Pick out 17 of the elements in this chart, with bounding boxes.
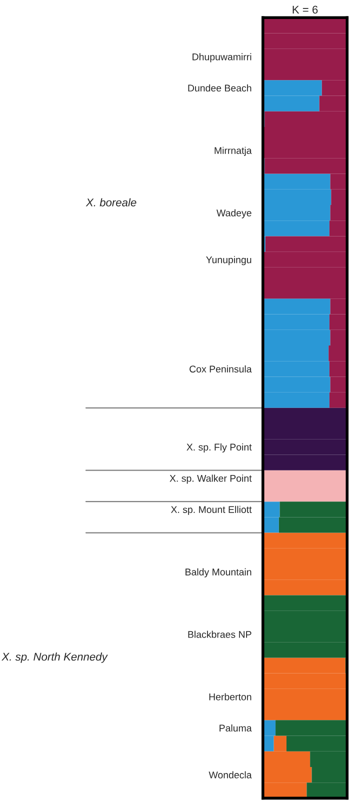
y-tick-label: Yunupingu [206, 256, 252, 266]
text: X. sp. North Kennedy [2, 652, 108, 663]
y-tick-label: Dundee Beach [188, 84, 252, 92]
y-tick-label: Herberton [209, 693, 252, 700]
y-tick-label: Blackbraes NP [188, 630, 252, 638]
y-tick-label: X. sp. Fly Point [186, 443, 252, 452]
y-tick-label: Paluma [220, 724, 252, 732]
text: X. boreale [86, 198, 136, 206]
y-tick-label: Baldy Mountain [186, 568, 252, 578]
y-tick-label: Wadeye [216, 209, 252, 218]
chart-title: K = 6 [292, 6, 318, 14]
y-tick-label: Mirrnatja [214, 146, 252, 156]
y-tick-label: Wondecla [208, 771, 252, 778]
y-tick-label: Cox Peninsula [190, 365, 252, 373]
y-tick-label: X. sp. Walker Point [170, 474, 252, 484]
y-tick-label: X. sp. Mount Elliott [170, 506, 252, 515]
y-tick-label: Dhupuwamirri [192, 53, 252, 62]
